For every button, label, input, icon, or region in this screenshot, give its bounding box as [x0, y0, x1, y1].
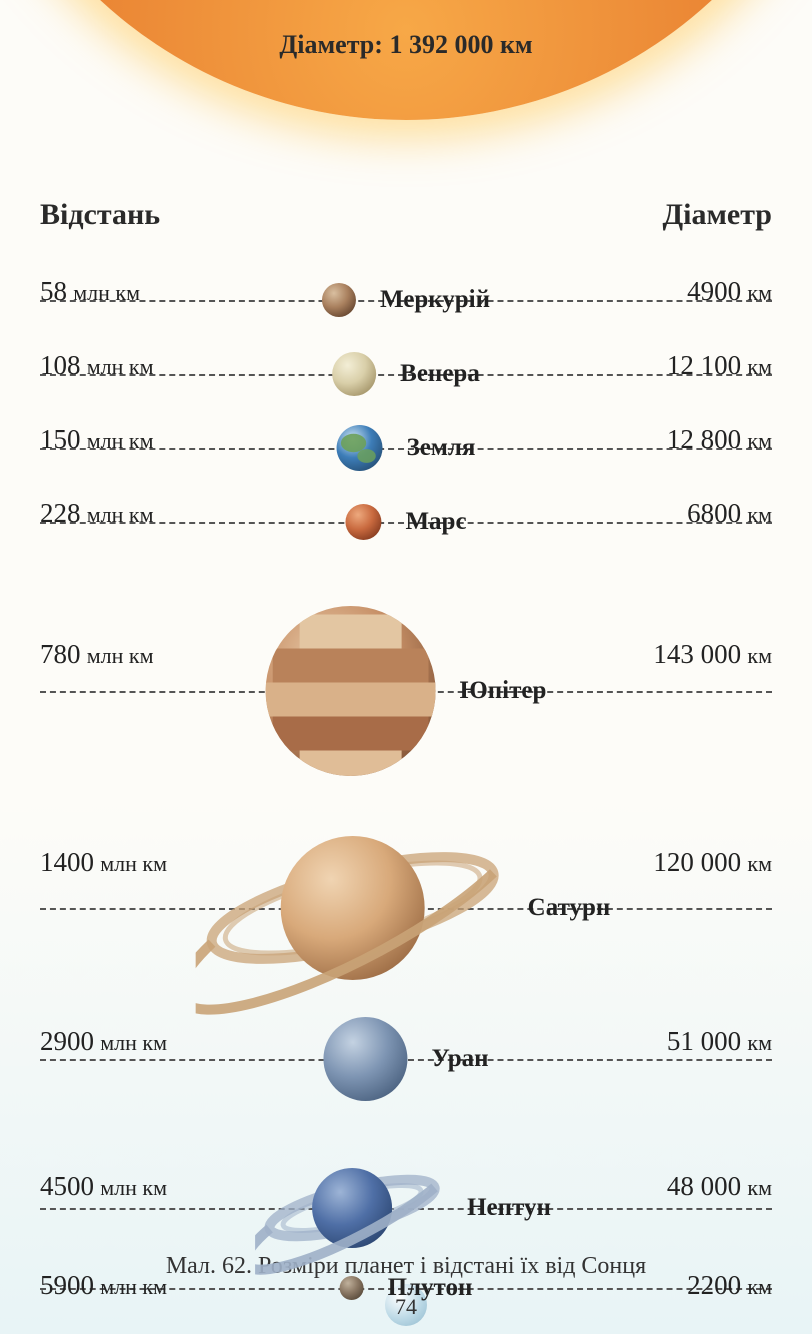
sun-label-prefix: Діаметр:	[279, 30, 383, 59]
planet-row: 4500 млн км Нептун 48 000 км	[40, 1116, 772, 1256]
header-diameter: Діаметр	[662, 198, 772, 232]
diameter-value: 6800 км	[687, 498, 772, 529]
planet-graphic: Нептун	[255, 1138, 557, 1278]
sun-region: Діаметр: 1 392 000 км	[0, 0, 812, 160]
planet-icon	[316, 277, 362, 323]
planet-icon	[331, 419, 389, 477]
planet-name: Венера	[394, 360, 486, 388]
planet-name: Сатурн	[522, 894, 617, 922]
planet-row: 150 млн км Земля 12 800 км	[40, 402, 772, 476]
planet-icon	[196, 788, 510, 1028]
planet-icon	[339, 498, 387, 546]
distance-value: 150 млн км	[40, 424, 154, 455]
diameter-value: 2200 км	[687, 1270, 772, 1301]
planet-row: 780 млн км Юпітер 143 000 км	[40, 550, 772, 758]
distance-value: 58 млн км	[40, 276, 140, 307]
planet-icon	[334, 1270, 370, 1306]
planet-name: Меркурій	[374, 286, 496, 314]
planet-name: Плутон	[382, 1274, 479, 1302]
planet-graphic: Марс	[339, 498, 472, 546]
planet-icon	[260, 600, 442, 782]
distance-value: 2900 млн км	[40, 1026, 167, 1057]
diameter-value: 120 000 км	[653, 847, 772, 878]
planet-name: Земля	[401, 434, 482, 462]
planet-icon	[317, 1011, 413, 1107]
planet-name: Уран	[425, 1045, 494, 1073]
diameter-value: 48 000 км	[667, 1171, 772, 1202]
sun-body	[0, 0, 812, 120]
planet-row: 228 млн км Марс 6800 км	[40, 476, 772, 550]
distance-value: 780 млн км	[40, 639, 154, 670]
header-distance: Відстань	[40, 198, 160, 232]
planet-graphic: Венера	[326, 346, 486, 402]
distance-value: 108 млн км	[40, 350, 154, 381]
sun-unit: км	[500, 30, 533, 59]
distance-value: 4500 млн км	[40, 1171, 167, 1202]
planet-row: 58 млн км Меркурій 4900 км	[40, 254, 772, 328]
planet-name: Нептун	[461, 1194, 557, 1222]
diameter-value: 51 000 км	[667, 1026, 772, 1057]
column-headers: Відстань Діаметр	[0, 160, 812, 254]
planet-graphic: Сатурн	[196, 788, 617, 1028]
planet-graphic: Плутон	[334, 1270, 479, 1306]
diameter-value: 12 100 км	[667, 350, 772, 381]
sun-diameter-value: 1 392 000	[389, 30, 493, 59]
planet-icon	[326, 346, 382, 402]
diameter-value: 12 800 км	[667, 424, 772, 455]
sun-diameter-label: Діаметр: 1 392 000 км	[0, 30, 812, 60]
planet-icon	[255, 1138, 449, 1278]
distance-value: 1400 млн км	[40, 847, 167, 878]
diameter-value: 4900 км	[687, 276, 772, 307]
planet-row: 1400 млн км Сатурн 120 000 км	[40, 758, 772, 966]
planet-graphic: Меркурій	[316, 277, 496, 323]
planet-name: Марс	[399, 508, 472, 536]
planet-row: 108 млн км Венера 12 100 км	[40, 328, 772, 402]
distance-value: 5900 млн км	[40, 1270, 167, 1301]
distance-value: 228 млн км	[40, 498, 154, 529]
diameter-value: 143 000 км	[653, 639, 772, 670]
planet-graphic: Уран	[317, 1011, 494, 1107]
planet-name: Юпітер	[454, 677, 553, 705]
planet-rows: 58 млн км Меркурій 4900 км 108 млн км	[0, 254, 812, 1314]
planet-graphic: Земля	[331, 419, 482, 477]
planet-graphic: Юпітер	[260, 600, 553, 782]
